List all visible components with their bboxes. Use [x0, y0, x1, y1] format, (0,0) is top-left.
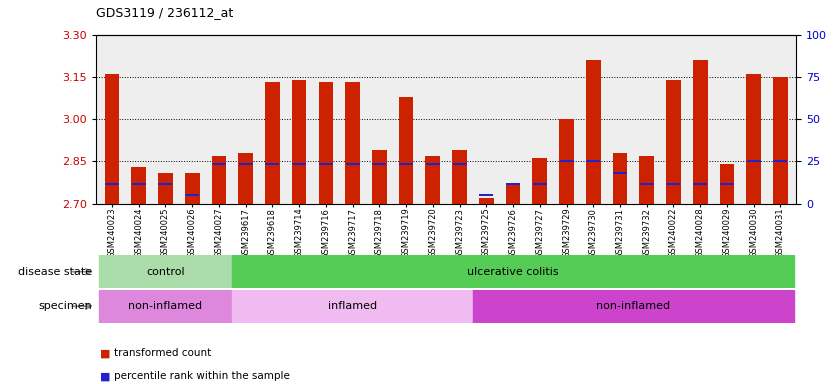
Bar: [212, 163, 226, 165]
Bar: [560, 160, 574, 162]
Bar: [345, 83, 360, 204]
Bar: [158, 172, 173, 204]
Bar: [233, 255, 794, 288]
Bar: [693, 60, 707, 204]
Bar: [426, 163, 440, 165]
Text: inflamed: inflamed: [328, 301, 377, 311]
Text: disease state: disease state: [18, 266, 92, 277]
Bar: [693, 183, 707, 185]
Bar: [773, 160, 787, 162]
Text: non-inflamed: non-inflamed: [596, 301, 671, 311]
Text: control: control: [146, 266, 185, 277]
Bar: [104, 74, 119, 204]
Bar: [666, 183, 681, 185]
Text: transformed count: transformed count: [114, 348, 212, 358]
Bar: [319, 163, 333, 165]
Bar: [586, 160, 600, 162]
Text: GDS3119 / 236112_at: GDS3119 / 236112_at: [96, 6, 234, 19]
Bar: [453, 163, 466, 165]
Text: ■: ■: [100, 348, 111, 358]
Bar: [479, 198, 494, 204]
Text: ulcerative colitis: ulcerative colitis: [467, 266, 559, 277]
Bar: [98, 255, 233, 288]
Bar: [640, 183, 654, 185]
Bar: [185, 194, 199, 196]
Bar: [239, 163, 253, 165]
Text: specimen: specimen: [38, 301, 92, 311]
Bar: [720, 183, 734, 185]
Bar: [586, 60, 600, 204]
Bar: [239, 153, 253, 204]
Bar: [613, 172, 627, 174]
Bar: [265, 163, 279, 165]
Bar: [559, 119, 574, 204]
Bar: [773, 77, 788, 204]
Bar: [131, 167, 146, 204]
Bar: [399, 163, 413, 165]
Bar: [345, 163, 359, 165]
Bar: [746, 74, 761, 204]
Bar: [185, 172, 199, 204]
Bar: [532, 159, 547, 204]
Bar: [212, 156, 226, 204]
Bar: [640, 156, 654, 204]
Bar: [505, 184, 520, 204]
Bar: [158, 183, 173, 185]
Bar: [452, 150, 467, 204]
Bar: [506, 183, 520, 185]
Bar: [265, 83, 279, 204]
Bar: [132, 183, 146, 185]
Bar: [746, 160, 761, 162]
Bar: [720, 164, 734, 204]
Text: ■: ■: [100, 371, 111, 381]
Bar: [425, 156, 440, 204]
Bar: [666, 79, 681, 204]
Bar: [233, 290, 473, 323]
Bar: [319, 83, 334, 204]
Bar: [613, 153, 627, 204]
Text: percentile rank within the sample: percentile rank within the sample: [114, 371, 290, 381]
Bar: [292, 79, 306, 204]
Bar: [473, 290, 794, 323]
Text: non-inflamed: non-inflamed: [128, 301, 203, 311]
Bar: [533, 183, 547, 185]
Bar: [98, 290, 233, 323]
Bar: [399, 96, 414, 204]
Bar: [480, 194, 493, 196]
Bar: [292, 163, 306, 165]
Bar: [372, 163, 386, 165]
Bar: [105, 183, 119, 185]
Bar: [372, 150, 387, 204]
